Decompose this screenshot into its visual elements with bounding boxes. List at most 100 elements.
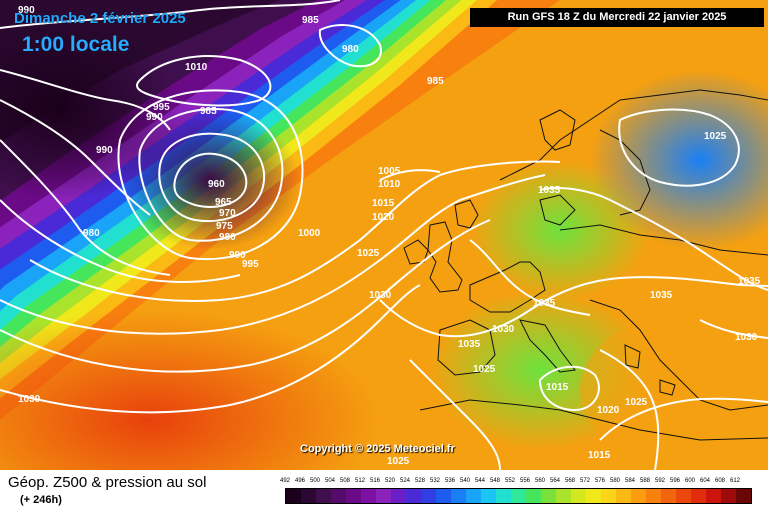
color-scale-swatch	[451, 489, 466, 503]
color-scale-tick-label: 500	[309, 478, 320, 484]
isobar-label: 985	[302, 15, 319, 26]
isobar-label: 990	[146, 112, 163, 123]
color-scale-tick-label: 508	[339, 478, 350, 484]
isobar-label: 1010	[378, 179, 401, 190]
color-scale-swatch	[526, 489, 541, 503]
isobar-label: 980	[219, 232, 236, 243]
isobar-label: 995	[242, 259, 259, 270]
color-scale-swatch	[691, 489, 706, 503]
color-scale-swatch	[736, 489, 751, 503]
isobar-label: 990	[18, 5, 35, 16]
legend-subtitle: (+ 246h)	[20, 494, 62, 506]
color-scale-swatch	[406, 489, 421, 503]
isobar-label: 1030	[18, 394, 41, 405]
color-scale-swatch	[601, 489, 616, 503]
color-scale-swatch	[511, 489, 526, 503]
isobar-label: 995	[153, 102, 170, 113]
color-scale-tick-label: 604	[699, 478, 710, 484]
isobar-label: 980	[342, 44, 359, 55]
color-scale-tick-label: 584	[624, 478, 635, 484]
isobars	[0, 0, 768, 470]
color-scale-tick-label: 504	[324, 478, 335, 484]
color-scale-tick-label: 572	[579, 478, 590, 484]
isobar-label: 1030	[492, 324, 515, 335]
color-scale-tick-label: 608	[714, 478, 725, 484]
isobar-label: 1020	[597, 405, 620, 416]
color-scale-tick-label: 496	[294, 478, 305, 484]
map-canvas: 990 985 1010 980 985 995 990 985 990 960…	[0, 0, 768, 470]
color-scale-swatch	[391, 489, 406, 503]
color-scale-swatch	[586, 489, 601, 503]
color-scale-tick-label: 516	[369, 478, 380, 484]
color-scale-tick-label: 564	[549, 478, 560, 484]
isobar-label: 1010	[185, 62, 208, 73]
color-scale-swatch	[541, 489, 556, 503]
color-scale-swatch	[376, 489, 391, 503]
color-scale-tick-label: 528	[414, 478, 425, 484]
isobar-label: 965	[215, 197, 232, 208]
color-scale-tick-label: 532	[429, 478, 440, 484]
color-scale-tick-label: 544	[474, 478, 485, 484]
color-scale-swatch	[316, 489, 331, 503]
isobar-label: 990	[229, 250, 246, 261]
isobar-label: 1015	[546, 382, 569, 393]
isobar-label: 1035	[738, 276, 761, 287]
color-scale-tick-label: 560	[534, 478, 545, 484]
isobar-label: 985	[427, 76, 444, 87]
color-scale-swatch	[331, 489, 346, 503]
color-scale-tick-label: 592	[654, 478, 665, 484]
color-scale-tick-label: 568	[564, 478, 575, 484]
color-scale-tick-label: 520	[384, 478, 395, 484]
color-scale-tick-label: 580	[609, 478, 620, 484]
isobar-label: 1015	[588, 450, 611, 461]
isobar-labels: 990 985 1010 980 985 995 990 985 990 960…	[18, 5, 761, 467]
weather-map: 990 985 1010 980 985 995 990 985 990 960…	[0, 0, 768, 470]
forecast-date: Dimanche 2 février 2025	[14, 10, 186, 27]
isobar-label: 1000	[298, 228, 321, 239]
isobar-label: 1035	[533, 298, 556, 309]
isobar-label: 980	[83, 228, 100, 239]
legend-footer: Géop. Z500 & pression au sol (+ 246h) 49…	[0, 470, 768, 512]
isobar-label: 1035	[458, 339, 481, 350]
color-scale-tick-label: 588	[639, 478, 650, 484]
color-scale-swatch	[466, 489, 481, 503]
color-scale-tick-label: 596	[669, 478, 680, 484]
isobar-label: 1015	[372, 198, 395, 209]
color-scale-swatch	[301, 489, 316, 503]
color-scale-swatch	[286, 489, 301, 503]
color-scale-tick-label: 512	[354, 478, 365, 484]
isobar-label: 985	[200, 106, 217, 117]
coastlines	[403, 89, 768, 441]
isobar-label: 1025	[625, 397, 648, 408]
copyright-text: Copyright © 2025 Meteociel.fr	[300, 443, 455, 455]
color-scale-ticks: 492 496 500 504 508 512 516 520 524 528 532 536 540 5…	[280, 478, 750, 488]
isobar-label: 960	[208, 179, 225, 190]
color-scale-swatch	[676, 489, 691, 503]
color-scale-tick-label: 612	[729, 478, 740, 484]
color-scale-tick-label: 552	[504, 478, 515, 484]
isobar-label: 1030	[369, 290, 392, 301]
color-scale	[285, 488, 752, 504]
color-scale-swatch	[556, 489, 571, 503]
color-scale-tick-label: 492	[279, 478, 290, 484]
forecast-time: 1:00 locale	[22, 33, 130, 56]
color-scale-swatch	[421, 489, 436, 503]
color-scale-swatch	[436, 489, 451, 503]
legend-title: Géop. Z500 & pression au sol	[8, 474, 207, 491]
color-scale-swatch	[346, 489, 361, 503]
isobar-label: 1035	[538, 185, 561, 196]
color-scale-tick-label: 540	[459, 478, 470, 484]
color-scale-swatch	[496, 489, 511, 503]
isobar-label: 1025	[357, 248, 380, 259]
isobar-label: 1035	[650, 290, 673, 301]
color-scale-swatch	[706, 489, 721, 503]
color-scale-swatch	[481, 489, 496, 503]
color-scale-tick-label: 600	[684, 478, 695, 484]
color-scale-tick-label: 524	[399, 478, 410, 484]
isobar-label: 1030	[735, 332, 758, 343]
isobar-label: 1005	[378, 166, 401, 177]
isobar-label: 1025	[387, 456, 410, 467]
color-scale-swatch	[631, 489, 646, 503]
color-scale-tick-label: 548	[489, 478, 500, 484]
isobar-label: 975	[216, 221, 233, 232]
